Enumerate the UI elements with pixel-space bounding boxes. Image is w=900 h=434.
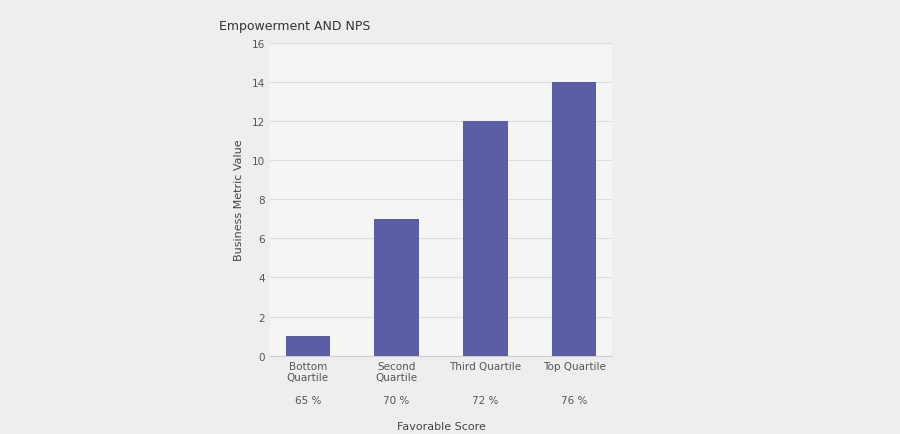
Text: 65 %: 65 %	[294, 395, 321, 404]
Bar	[552, 82, 597, 356]
Bar	[374, 219, 418, 356]
Text: 76 %: 76 %	[561, 395, 588, 404]
Bar	[464, 122, 508, 356]
Text: 72 %: 72 %	[472, 395, 499, 404]
Y-axis label: Business Metric Value: Business Metric Value	[234, 139, 244, 260]
Bar	[285, 336, 330, 356]
Text: Empowerment AND NPS: Empowerment AND NPS	[219, 20, 370, 33]
Text: 70 %: 70 %	[383, 395, 410, 404]
X-axis label: Favorable Score: Favorable Score	[397, 421, 485, 431]
